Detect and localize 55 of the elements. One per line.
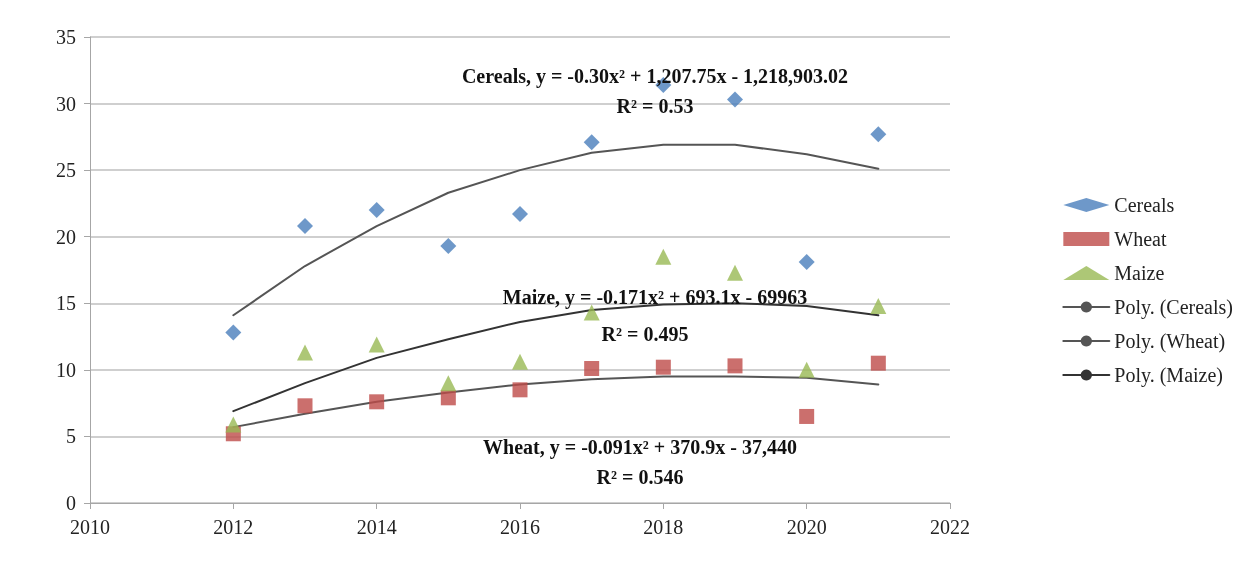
legend-label: Poly. (Wheat) [1114, 330, 1226, 353]
point [369, 394, 385, 410]
annotation: R² = 0.53 [616, 95, 694, 117]
y-tick-label: 20 [56, 225, 76, 248]
y-tick-label: 35 [56, 26, 76, 48]
point [583, 304, 600, 321]
y-tick-label: 15 [56, 292, 76, 315]
y-tick-label: 30 [56, 92, 76, 115]
x-tick-label: 2014 [356, 516, 397, 538]
point [798, 254, 815, 271]
point [799, 408, 815, 424]
point [297, 344, 313, 361]
y-tick-label: 10 [56, 358, 76, 381]
y-tick-label: 0 [66, 492, 76, 514]
x-tick-label: 2012 [213, 516, 254, 538]
point [870, 355, 886, 371]
annotation: R² = 0.495 [601, 323, 689, 345]
legend-label: Cereals [1114, 194, 1175, 216]
x-tick-label: 2010 [70, 516, 110, 538]
point [584, 361, 600, 377]
point [583, 134, 600, 151]
legend-label: Poly. (Maize) [1114, 364, 1223, 387]
point [512, 353, 528, 370]
point [368, 202, 385, 219]
point [870, 126, 887, 143]
annotation: Wheat, y = -0.091x² + 370.9x - 37,440 [483, 436, 797, 459]
annotation: Cereals, y = -0.30x² + 1,207.75x - 1,218,903.02 [461, 65, 849, 88]
point [440, 390, 456, 406]
point [798, 361, 815, 378]
point [655, 359, 671, 375]
x-tick-label: 2016 [500, 516, 540, 538]
point [368, 336, 385, 353]
point [440, 238, 457, 255]
point [870, 297, 887, 314]
point [440, 375, 457, 392]
y-tick-label: 5 [66, 425, 76, 448]
annotation: R² = 0.546 [596, 466, 684, 488]
x-tick-label: 2020 [786, 516, 827, 538]
point [727, 91, 743, 108]
y-tick-label: 25 [56, 159, 76, 182]
point [655, 248, 672, 265]
point [512, 382, 528, 398]
legend-label: Poly. (Cereals) [1114, 296, 1233, 319]
point [512, 206, 528, 223]
point [297, 398, 313, 414]
legend-label: Maize [1114, 262, 1165, 284]
annotation: Maize, y = -0.171x² + 693.1x - 69963 [502, 286, 808, 309]
point [727, 358, 743, 374]
point [297, 218, 313, 235]
x-tick-label: 2022 [930, 516, 970, 538]
legend-label: Wheat [1114, 228, 1167, 250]
point [225, 416, 242, 433]
point [225, 324, 242, 341]
x-tick-label: 2018 [643, 516, 684, 538]
point [727, 264, 743, 281]
